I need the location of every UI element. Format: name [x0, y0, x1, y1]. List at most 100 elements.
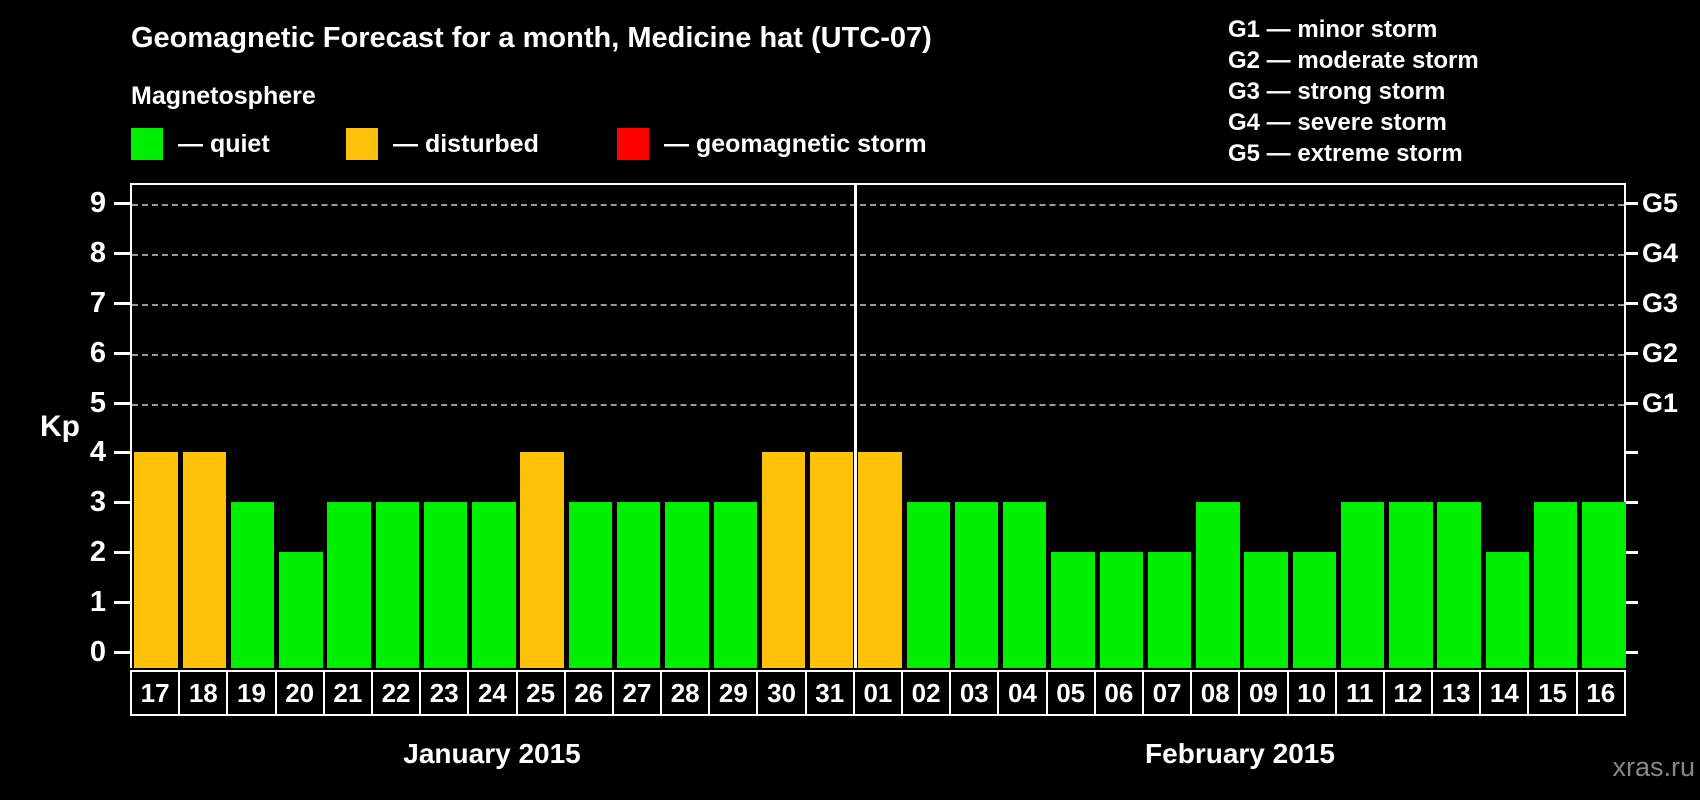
day-cell-11: 11: [1334, 670, 1385, 716]
kp-bar-day-28: [665, 502, 709, 668]
legend-label-storm: — geomagnetic storm: [664, 129, 927, 158]
kp-bar-day-07: [1147, 552, 1192, 668]
day-cell-26: 26: [563, 670, 614, 716]
kp-bar-day-02: [906, 502, 950, 668]
month-divider-line: [854, 185, 858, 668]
g-legend-line: G1 — minor storm: [1228, 16, 1438, 43]
day-cell-16: 16: [1575, 670, 1626, 716]
kp-bar-day-13: [1437, 502, 1481, 668]
legend-label-disturbed: — disturbed: [393, 129, 539, 158]
kp-bar-day-25: [520, 452, 564, 668]
day-cell-20: 20: [274, 670, 325, 716]
kp-bar-day-14: [1485, 552, 1530, 668]
g-legend-line: G5 — extreme storm: [1228, 140, 1463, 167]
left-tick-kp0: [114, 651, 130, 654]
kp-bar-day-27: [616, 502, 661, 668]
day-cell-30: 30: [756, 670, 807, 716]
left-tick-kp3: [114, 501, 130, 505]
left-tick-kp4: [114, 451, 130, 455]
y-tick-label-2: 2: [89, 536, 106, 569]
right-tick-kp7: [1626, 301, 1638, 305]
day-cell-31: 31: [804, 670, 855, 716]
page-title: Geomagnetic Forecast for a month, Medici…: [131, 22, 932, 54]
kp-bar-day-09: [1244, 552, 1288, 668]
legend-item-storm: — geomagnetic storm: [617, 128, 927, 160]
day-cell-21: 21: [322, 670, 373, 716]
right-tick-kp5: [1626, 401, 1638, 405]
kp-bar-day-22: [375, 502, 420, 668]
right-tick-kp1: [1626, 601, 1638, 605]
left-tick-kp8: [114, 251, 130, 255]
kp-bar-day-17: [134, 452, 178, 668]
kp-bar-day-06: [1099, 552, 1143, 668]
y-tick-label-4: 4: [89, 436, 106, 469]
day-cell-17: 17: [130, 670, 181, 716]
kp-bar-day-11: [1340, 502, 1385, 668]
y-tick-label-6: 6: [89, 336, 106, 369]
kp-bar-day-31: [810, 452, 854, 668]
day-cell-22: 22: [370, 670, 422, 716]
kp-bar-day-03: [954, 502, 999, 668]
day-cell-25: 25: [515, 670, 566, 716]
day-cell-02: 02: [901, 670, 952, 716]
kp-bar-day-21: [327, 502, 371, 668]
g-level-label-G2: G2: [1642, 337, 1679, 368]
gridline-kp7: [132, 303, 1624, 306]
y-tick-label-0: 0: [89, 636, 106, 668]
g-legend-line: G4 — severe storm: [1228, 109, 1447, 136]
left-tick-kp5: [114, 401, 130, 405]
day-cell-27: 27: [611, 670, 663, 716]
kp-bar-day-29: [713, 502, 757, 668]
month-label-february: February 2015: [1145, 738, 1335, 769]
day-cell-19: 19: [226, 670, 277, 716]
day-cell-15: 15: [1527, 670, 1578, 716]
y-tick-label-8: 8: [89, 236, 106, 269]
day-cell-13: 13: [1431, 670, 1482, 716]
day-cell-18: 18: [178, 670, 229, 716]
legend-label-quiet: — quiet: [178, 129, 270, 158]
kp-bar-day-10: [1292, 552, 1337, 668]
left-tick-kp2: [114, 551, 130, 555]
day-cell-24: 24: [467, 670, 518, 716]
g-scale-legend: G1 — minor storm G2 — moderate storm G3 — …: [1228, 14, 1479, 169]
day-cell-06: 06: [1093, 670, 1144, 716]
magnetosphere-label: Magnetosphere: [131, 82, 316, 110]
kp-bar-day-04: [1003, 502, 1047, 668]
kp-bar-day-15: [1533, 502, 1578, 668]
day-cell-29: 29: [708, 670, 759, 716]
quiet-color-swatch: [131, 128, 163, 160]
left-tick-kp9: [114, 201, 130, 205]
storm-color-swatch: [617, 128, 649, 160]
disturbed-color-swatch: [346, 128, 378, 160]
y-tick-label-3: 3: [89, 486, 106, 519]
left-tick-kp7: [114, 301, 130, 305]
day-cell-07: 07: [1141, 670, 1193, 716]
day-cell-08: 08: [1190, 670, 1241, 716]
left-tick-kp1: [114, 601, 130, 605]
kp-bar-day-23: [423, 502, 468, 668]
plot-area: [130, 183, 1626, 668]
day-cell-03: 03: [949, 670, 1000, 716]
day-cell-05: 05: [1045, 670, 1096, 716]
gridline-kp9: [132, 203, 1624, 206]
g-level-label-G3: G3: [1642, 287, 1679, 318]
kp-bar-day-08: [1196, 502, 1240, 668]
y-tick-label-7: 7: [89, 286, 106, 319]
day-cell-09: 09: [1238, 670, 1289, 716]
right-tick-kp2: [1626, 551, 1638, 555]
gridline-kp6: [132, 353, 1624, 356]
day-cell-14: 14: [1479, 670, 1530, 716]
day-cell-01: 01: [852, 670, 903, 716]
month-label-january: January 2015: [403, 738, 581, 769]
legend-item-quiet: — quiet: [131, 128, 270, 160]
kp-bar-day-26: [568, 502, 613, 668]
kp-bar-day-18: [182, 452, 227, 668]
kp-bar-day-30: [761, 452, 806, 668]
kp-bar-day-01: [858, 452, 902, 668]
y-tick-label-5: 5: [89, 386, 106, 419]
right-tick-kp3: [1626, 501, 1638, 505]
kp-bar-day-24: [472, 502, 516, 668]
day-axis: 17 18 19 20 21 22 23 24 25 26 27 28 29 30 31 01 02 03 04 05…: [130, 670, 1626, 716]
gridline-kp8: [132, 253, 1624, 256]
